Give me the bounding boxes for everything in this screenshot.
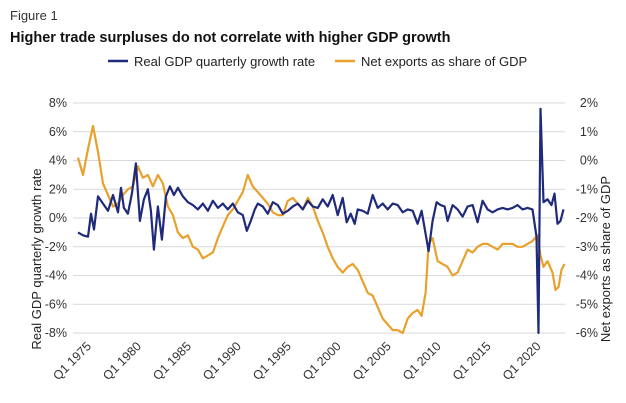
y-tick-left: 4% [49, 154, 67, 168]
left-axis-ticks: 8% 6% 4% 2% 0% -2% -4% -6% -8% [45, 96, 67, 340]
y-tick-left: -4% [45, 269, 67, 283]
series-lines [76, 107, 566, 335]
right-axis-ticks: 2% 1% 0% -1% -2% -3% -4% -5% -6% [576, 96, 598, 340]
y-tick-right: 0% [580, 154, 598, 168]
y-tick-left: -2% [45, 240, 67, 254]
grid [73, 102, 565, 334]
legend-label-net-exports: Net exports as share of GDP [361, 54, 527, 69]
series-line-gdp-growth [77, 107, 565, 335]
y-tick-right: -6% [576, 326, 598, 340]
x-tick: Q1 1990 [200, 339, 244, 383]
y-tick-left: 6% [49, 125, 67, 139]
series-line-net-exports [76, 124, 566, 335]
y-tick-right: -1% [576, 182, 598, 196]
y-tick-right: -4% [576, 269, 598, 283]
y-tick-right: -5% [576, 297, 598, 311]
x-tick: Q1 2010 [400, 339, 444, 383]
x-tick: Q1 1975 [50, 339, 94, 383]
x-tick: Q1 2020 [500, 339, 544, 383]
y-tick-right: 2% [580, 96, 598, 110]
y-tick-right: -3% [576, 240, 598, 254]
y-tick-right: 1% [580, 125, 598, 139]
x-axis-ticks: Q1 1975 Q1 1980 Q1 1985 Q1 1990 Q1 1995 Q1 20… [50, 339, 543, 383]
x-tick: Q1 1980 [100, 339, 144, 383]
x-tick: Q1 2000 [300, 339, 344, 383]
legend: Real GDP quarterly growth rate Net expor… [108, 54, 527, 69]
x-tick: Q1 2015 [450, 339, 494, 383]
y-tick-left: 8% [49, 96, 67, 110]
y-axis-title-right: Net exports as share of GDP [598, 176, 613, 342]
y-tick-left: -8% [45, 326, 67, 340]
legend-label-gdp: Real GDP quarterly growth rate [134, 54, 315, 69]
x-tick: Q1 1985 [150, 339, 194, 383]
figure-label: Figure 1 [10, 8, 58, 23]
y-tick-right: -2% [576, 211, 598, 225]
y-tick-left: 0% [49, 211, 67, 225]
y-axis-title-left: Real GDP quarterly growth rate [29, 168, 44, 349]
x-tick: Q1 1995 [250, 339, 294, 383]
y-tick-left: -6% [45, 297, 67, 311]
y-tick-left: 2% [49, 182, 67, 196]
chart-title: Higher trade surpluses do not correlate … [10, 30, 451, 46]
x-tick: Q1 2005 [350, 339, 394, 383]
